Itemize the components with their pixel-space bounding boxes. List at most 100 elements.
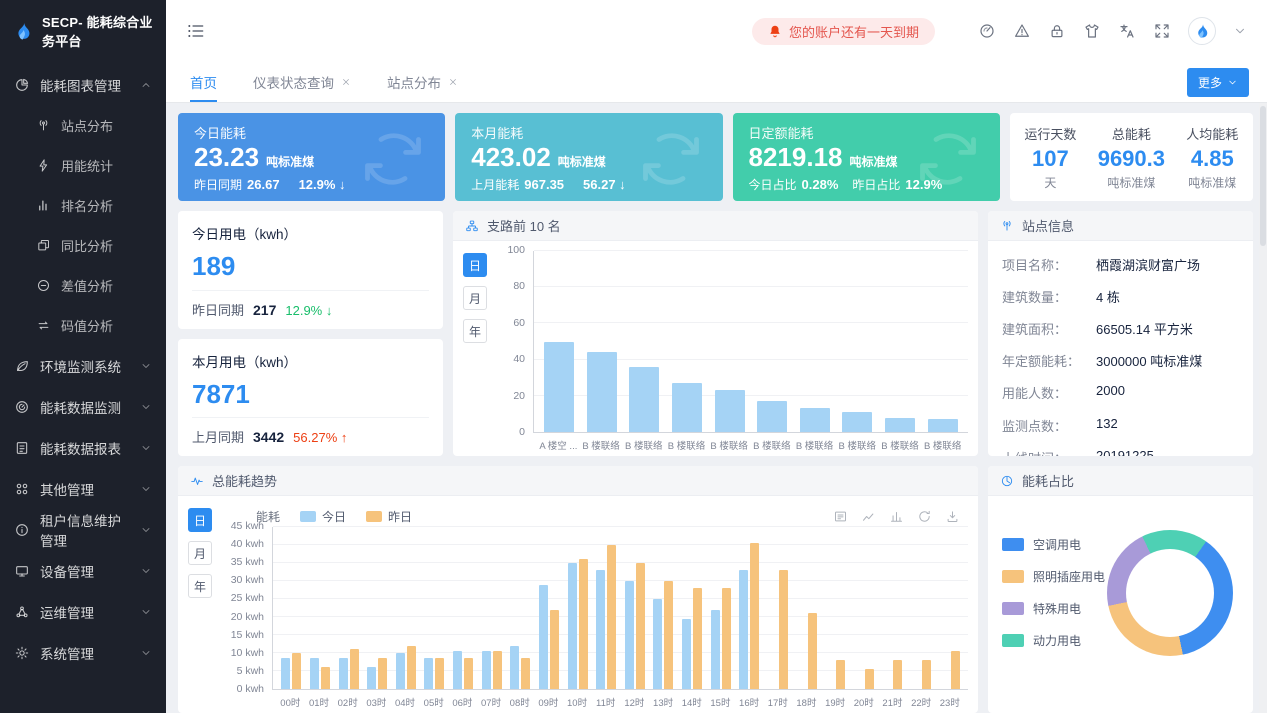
kpi-title: 日定额能耗 <box>748 126 814 141</box>
sidebar-item-7[interactable]: 运维管理 <box>0 591 166 632</box>
trend-toggle-月[interactable]: 月 <box>188 541 212 565</box>
legend-item-今日[interactable]: 今日 <box>300 508 346 525</box>
sidebar-subitem-0-1[interactable]: 用能统计 <box>0 145 166 185</box>
bars-icon[interactable] <box>889 509 904 524</box>
pie-legend-item-空调用电[interactable]: 空调用电 <box>1002 536 1105 553</box>
branch-toggle-月[interactable]: 月 <box>463 286 487 310</box>
pie-legend-item-照明插座用电[interactable]: 照明插座用电 <box>1002 568 1105 585</box>
warning-icon[interactable] <box>1013 22 1031 40</box>
bar <box>549 609 559 689</box>
pie-legend-item-动力用电[interactable]: 动力用电 <box>1002 632 1105 649</box>
bar <box>424 658 434 689</box>
panel-header: 能耗占比 <box>988 466 1253 496</box>
branch-toggle-年[interactable]: 年 <box>463 319 487 343</box>
bar-group <box>563 527 592 689</box>
pie-legend-item-特殊用电[interactable]: 特殊用电 <box>1002 600 1105 617</box>
more-tabs-button[interactable]: 更多 <box>1186 67 1249 97</box>
topbar-icons <box>978 22 1171 40</box>
sidebar-subitem-0-0[interactable]: 站点分布 <box>0 105 166 145</box>
close-tab-icon[interactable] <box>448 77 458 87</box>
trend-toggle-日[interactable]: 日 <box>188 508 212 532</box>
site-info-panel: 站点信息 项目名称： 栖霞湖滨财富广场 建筑数量： 4 栋建筑面积： 66505.14 … <box>988 211 1253 456</box>
scrollbar[interactable] <box>1259 103 1267 713</box>
sidebar-item-2[interactable]: 能耗数据监测 <box>0 386 166 427</box>
bar <box>395 653 405 689</box>
sidebar-subitem-0-3[interactable]: 同比分析 <box>0 225 166 265</box>
sidebar-item-8[interactable]: 系统管理 <box>0 632 166 673</box>
close-tab-icon[interactable] <box>341 77 351 87</box>
tab-0[interactable]: 首页 <box>190 62 217 102</box>
tab-1[interactable]: 仪表状态查询 <box>253 62 351 102</box>
bar <box>807 613 817 689</box>
tab-2[interactable]: 站点分布 <box>387 62 458 102</box>
bar <box>624 581 634 689</box>
report-icon <box>14 440 30 456</box>
swap-icon <box>36 318 51 333</box>
chevron-down-icon[interactable] <box>1233 24 1247 38</box>
clock-pie-icon <box>1000 474 1014 488</box>
sidebar-item-4[interactable]: 其他管理 <box>0 468 166 509</box>
sidebar-subitem-0-5[interactable]: 码值分析 <box>0 305 166 345</box>
scrollbar-thumb[interactable] <box>1260 106 1266 246</box>
bar <box>893 660 903 689</box>
sidebar-item-6[interactable]: 设备管理 <box>0 550 166 591</box>
restore-icon[interactable] <box>917 509 932 524</box>
sidebar-subitem-0-2[interactable]: 排名分析 <box>0 185 166 225</box>
avatar[interactable] <box>1188 17 1216 45</box>
donut-hole <box>1126 548 1214 637</box>
fullscreen-icon[interactable] <box>1153 22 1171 40</box>
flame-logo-icon <box>1193 22 1211 40</box>
plot-area <box>272 526 968 690</box>
app-title: SECP- 能耗综合业务平台 <box>42 15 153 49</box>
y-axis: 0 kwh 5 kwh 10 kwh 15 kwh 20 kwh 25 kwh 30 kwh… <box>230 520 264 695</box>
trend-toggle-年[interactable]: 年 <box>188 574 212 598</box>
shirt-icon[interactable] <box>1083 22 1101 40</box>
dashboard-content: 今日能耗 23.23 吨标准煤 昨日同期 26.67 12.9% ↓ 本月能耗 423.02 吨… <box>166 103 1267 713</box>
middle-row: 今日用电（kwh） 189 昨日同期 217 12.9% ↓ 本月用电（kwh） 7871 上… <box>178 211 1253 456</box>
bar <box>739 570 749 689</box>
legend-swatch <box>1002 570 1024 583</box>
sidebar-item-5[interactable]: 租户信息维护管理 <box>0 509 166 550</box>
energy-share-body: 空调用电照明插座用电 特殊用电动力用电 <box>988 496 1253 713</box>
bar <box>510 645 520 689</box>
site-info-row: 年定额能耗： 3000000 吨标准煤 <box>1002 354 1203 370</box>
bar <box>309 658 319 689</box>
usage-value: 189 <box>192 251 236 281</box>
account-expiry-alert[interactable]: 您的账户还有一天到期 <box>751 17 935 45</box>
bar-group <box>666 251 709 432</box>
lightning-icon <box>36 158 51 173</box>
lock-icon[interactable] <box>1048 22 1066 40</box>
tabbar: 首页 仪表状态查询 站点分布 更多 <box>166 62 1267 103</box>
kpi-footer: 昨日同期 26.67 12.9% ↓ <box>194 177 346 193</box>
bar-group <box>751 251 794 432</box>
download-icon[interactable] <box>945 509 960 524</box>
bar <box>435 658 445 689</box>
bar-group <box>649 527 678 689</box>
line-chart-icon[interactable] <box>861 509 876 524</box>
legend-item-昨日[interactable]: 昨日 <box>366 508 412 525</box>
translate-icon[interactable] <box>1118 22 1136 40</box>
data-view-icon[interactable] <box>833 509 848 524</box>
bar-group <box>477 527 506 689</box>
antenna-icon <box>36 118 51 133</box>
menu-fold-icon[interactable] <box>186 21 206 41</box>
site-info-row: 建筑面积： 66505.14 平方米 <box>1002 321 1193 337</box>
bar <box>492 651 502 689</box>
usage-change: 56.27% ↑ <box>293 430 348 445</box>
bar-group <box>935 527 964 689</box>
recycle-watermark-icon <box>357 123 429 195</box>
tab-label: 仪表状态查询 <box>253 76 334 91</box>
sidebar-item-0[interactable]: 能耗图表管理 <box>0 64 166 105</box>
donut-chart <box>1107 529 1233 656</box>
site-info-row: 用能人数： 2000 <box>1002 383 1125 402</box>
sidebar-item-1[interactable]: 环境监测系统 <box>0 345 166 386</box>
bar <box>607 545 617 689</box>
sidebar: SECP- 能耗综合业务平台 能耗图表管理 站点分布 用能统计 排名分析 同比分析 差值分… <box>0 0 166 713</box>
branch-toggle-日[interactable]: 日 <box>463 253 487 277</box>
panel-title: 站点信息 <box>1022 219 1075 234</box>
stat-item: 运行天数 107 天 <box>1024 126 1077 190</box>
sidebar-subitem-0-4[interactable]: 差值分析 <box>0 265 166 305</box>
sidebar-item-3[interactable]: 能耗数据报表 <box>0 427 166 468</box>
panel-header: 站点信息 <box>988 211 1253 241</box>
speedometer-icon[interactable] <box>978 22 996 40</box>
